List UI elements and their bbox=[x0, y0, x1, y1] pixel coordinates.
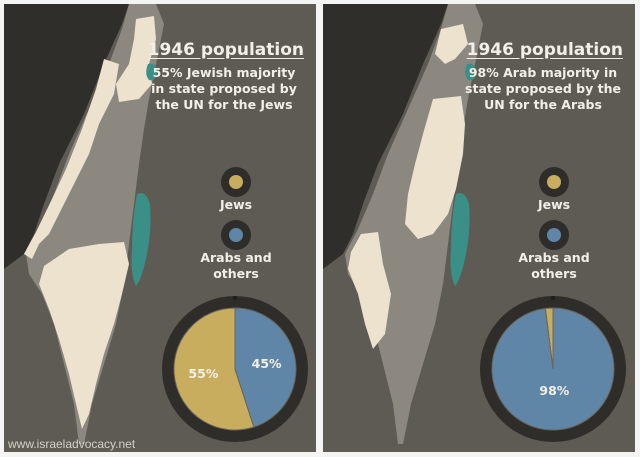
pie-slice-jews bbox=[173, 307, 255, 431]
jewish-state-north bbox=[116, 16, 156, 102]
panel-arab-state: 1946 population 98% Arab majority in sta… bbox=[323, 4, 635, 452]
panel-title: 1946 population bbox=[147, 40, 304, 60]
panel-jewish-state: 1946 population 55% Jewish majority in s… bbox=[4, 4, 316, 452]
pie-slice-arabs bbox=[491, 307, 615, 431]
panel-title: 1946 population bbox=[466, 40, 623, 60]
map-jewish-state bbox=[4, 4, 164, 444]
legend-arabs-label: Arabs and others bbox=[200, 250, 272, 281]
dead-sea bbox=[131, 193, 151, 286]
map-arab-state bbox=[323, 4, 483, 444]
jewish-state-negev bbox=[39, 242, 129, 429]
pie-top-marker bbox=[551, 296, 555, 300]
jewish-state-coast bbox=[24, 59, 119, 259]
arab-state-gaza bbox=[348, 232, 391, 349]
arab-state-galilee bbox=[435, 24, 468, 64]
legend-arabs-swatch bbox=[221, 220, 251, 250]
watermark: www.israeladvocacy.net bbox=[8, 437, 136, 451]
dead-sea bbox=[450, 193, 470, 286]
pie-label-jews: 55% bbox=[188, 366, 218, 381]
mediterranean-sea bbox=[4, 4, 129, 269]
pie-slice-arabs bbox=[234, 307, 297, 428]
legend-jews-swatch bbox=[221, 167, 251, 197]
pie-chart-jewish-state: 55% 45% bbox=[162, 296, 308, 442]
pie-label-arabs: 45% bbox=[252, 356, 282, 371]
pie-label-arabs: 98% bbox=[539, 383, 569, 398]
legend-jews-label: Jews bbox=[219, 197, 253, 212]
legend-arabs-label: Arabs and others bbox=[518, 250, 590, 281]
legend-jews-swatch bbox=[539, 167, 569, 197]
legend-arabs-swatch bbox=[539, 220, 569, 250]
pie-chart-arab-state: 98% bbox=[480, 296, 626, 442]
panel-subtitle: 55% Jewish majority in state proposed by… bbox=[151, 65, 297, 112]
pie-top-marker bbox=[233, 296, 237, 300]
panel-subtitle: 98% Arab majority in state proposed by t… bbox=[465, 65, 621, 112]
sea-of-galilee bbox=[146, 63, 157, 81]
arab-state-westbank bbox=[405, 96, 465, 239]
sea-of-galilee bbox=[465, 63, 476, 81]
legend-jews-label: Jews bbox=[537, 197, 571, 212]
mediterranean-sea bbox=[323, 4, 448, 269]
